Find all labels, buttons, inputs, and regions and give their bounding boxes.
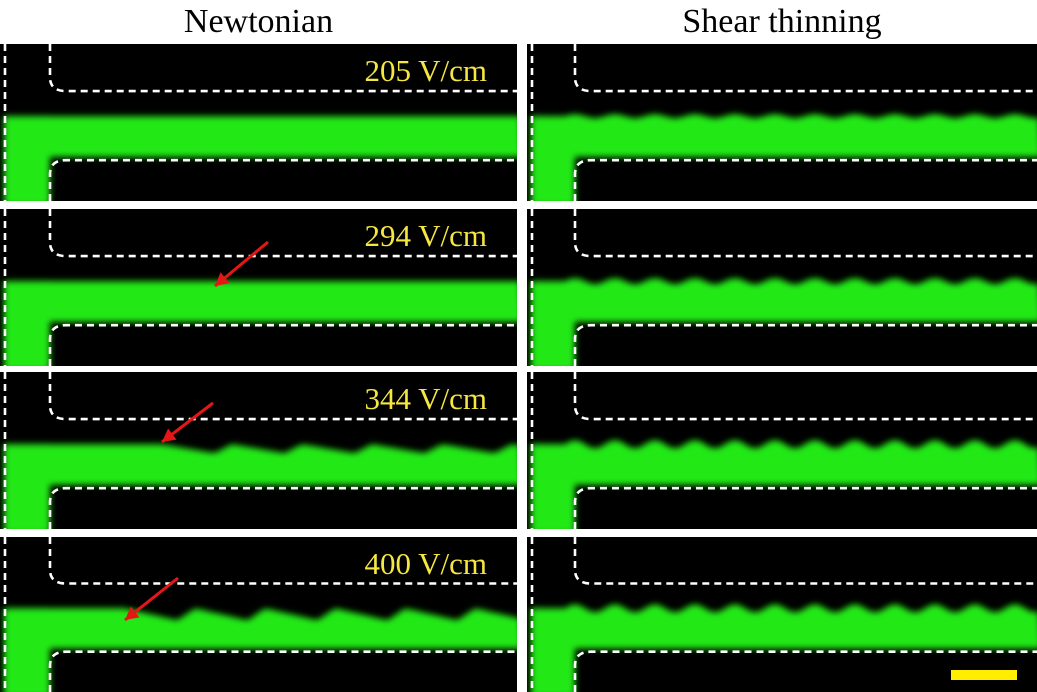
channel-image xyxy=(0,537,517,692)
channel-image xyxy=(527,537,1037,692)
micrograph-panel-shear_thinning-2 xyxy=(527,209,1037,366)
micrograph-panel-shear_thinning-4 xyxy=(527,537,1037,692)
scale-bar xyxy=(951,670,1017,680)
channel-image xyxy=(527,372,1037,529)
channel-image xyxy=(0,44,517,201)
field-strength-label: 205 V/cm xyxy=(364,53,487,88)
column-title-shear-thinning: Shear thinning xyxy=(682,3,882,40)
channel-image xyxy=(527,44,1037,201)
micrograph-panel-newtonian-1: 205 V/cm xyxy=(0,44,517,201)
instability-arrow xyxy=(124,576,179,622)
micrograph-panel-newtonian-2: 294 V/cm xyxy=(0,209,517,366)
instability-arrow xyxy=(161,401,214,444)
field-strength-label: 294 V/cm xyxy=(364,218,487,253)
field-strength-label: 344 V/cm xyxy=(364,381,487,416)
micrograph-panel-newtonian-3: 344 V/cm xyxy=(0,372,517,529)
column-title-newtonian: Newtonian xyxy=(183,3,334,40)
channel-image xyxy=(0,209,517,366)
micrograph-panel-shear_thinning-1 xyxy=(527,44,1037,201)
channel-image xyxy=(527,209,1037,366)
micrograph-panel-newtonian-4: 400 V/cm xyxy=(0,537,517,692)
micrograph-panel-shear_thinning-3 xyxy=(527,372,1037,529)
instability-arrow xyxy=(214,240,269,288)
channel-image xyxy=(0,372,517,529)
field-strength-label: 400 V/cm xyxy=(364,546,487,581)
